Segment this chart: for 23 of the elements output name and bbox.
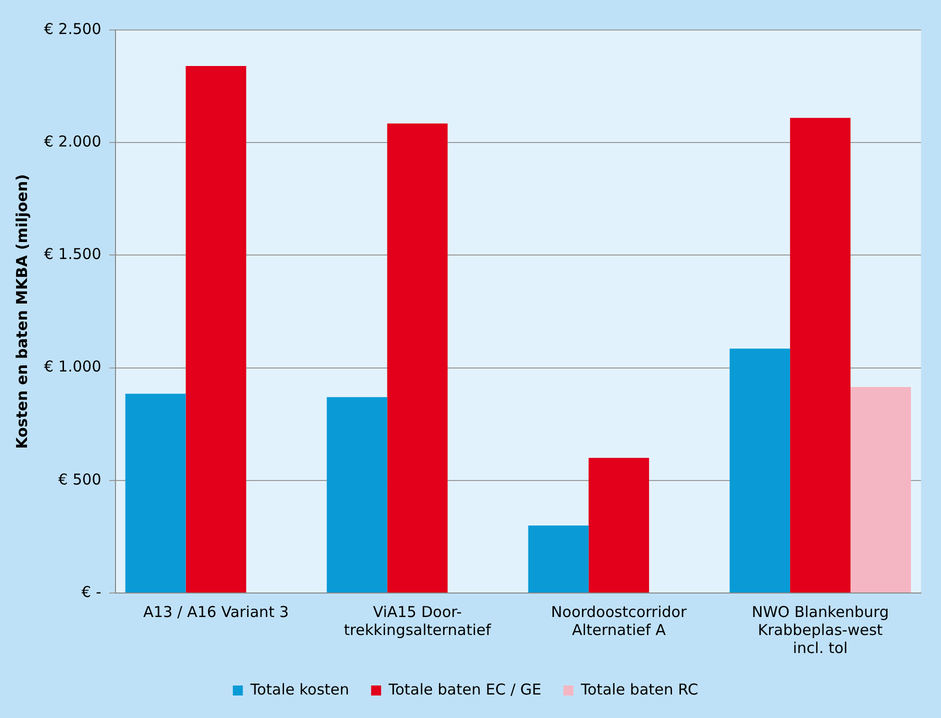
x-tick-label: NWO Blankenburg Krabbeplas-west incl. tol (752, 602, 889, 657)
y-tick-label: € 1.000 (44, 358, 102, 376)
y-tick-label: € 500 (58, 470, 102, 488)
y-tick-label: € 2.500 (44, 20, 102, 38)
legend-label: Totale baten RC (580, 680, 698, 698)
bar (125, 394, 186, 592)
legend-label: Totale kosten (249, 680, 350, 698)
legend-label: Totale baten EC / GE (388, 680, 542, 698)
x-tick-label: Noordoostcorridor Alternatief A (551, 602, 688, 639)
y-tick-label: € - (82, 582, 102, 601)
bar (850, 386, 911, 592)
bar (186, 66, 246, 592)
bar (790, 118, 850, 592)
bar (588, 458, 650, 592)
y-axis-title: Kosten en baten MKBA (miljoen) (12, 174, 31, 449)
x-tick-label: A13 / A16 Variant 3 (143, 602, 289, 621)
x-tick-label: ViA15 Door- trekkingsalternatief (344, 602, 492, 639)
bar (387, 123, 448, 592)
y-tick-label: € 2.000 (44, 132, 102, 150)
bar (730, 348, 790, 592)
bar (326, 397, 388, 592)
bar (528, 525, 589, 592)
y-tick-label: € 1.500 (44, 245, 102, 264)
